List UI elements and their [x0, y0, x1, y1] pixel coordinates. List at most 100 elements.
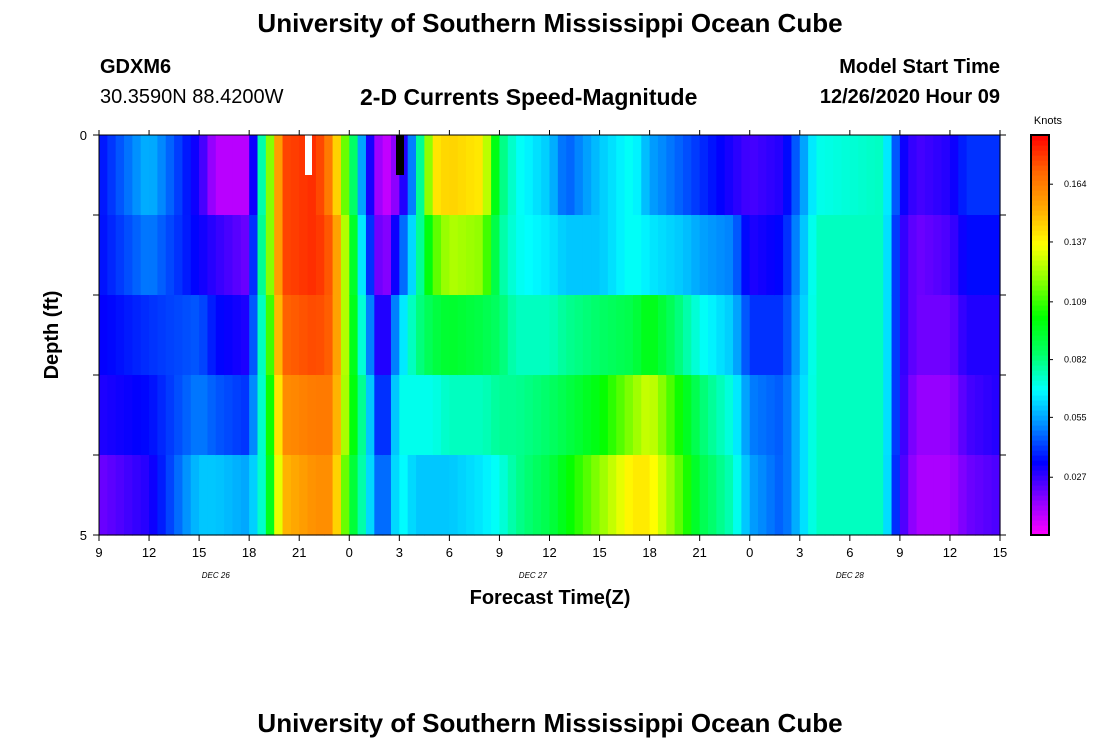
colorbar-segment: [1031, 485, 1049, 491]
heatmap-cell: [474, 215, 484, 296]
heatmap-cell: [741, 135, 751, 216]
heatmap-cell: [149, 295, 158, 376]
heatmap-cell: [924, 295, 934, 376]
heatmap-cell: [799, 215, 809, 296]
heatmap-cell: [783, 135, 793, 216]
chart-subtitle: 2-D Currents Speed-Magnitude: [360, 84, 698, 110]
heatmap-cell: [649, 295, 659, 376]
heatmap-cell: [908, 295, 918, 376]
heatmap-cell: [941, 295, 951, 376]
heatmap-cell: [282, 135, 292, 216]
heatmap-cell: [157, 295, 167, 376]
heatmap-cell: [941, 135, 951, 216]
heatmap-cell: [232, 455, 242, 536]
heatmap-cell: [949, 375, 959, 456]
heatmap-cell: [708, 135, 717, 216]
colorbar-segment: [1031, 165, 1049, 171]
heatmap-cell: [599, 135, 609, 216]
heatmap-cell: [916, 295, 926, 376]
heatmap-cell: [115, 375, 125, 456]
heatmap-cell: [574, 455, 584, 536]
heatmap-cell: [140, 295, 150, 376]
heatmap-cell: [365, 135, 375, 216]
colorbar-segment: [1031, 270, 1049, 276]
heatmap-cell: [641, 375, 651, 456]
heatmap-cell: [749, 375, 759, 456]
heatmap-cell: [382, 295, 392, 376]
heatmap-cell: [582, 135, 592, 216]
heatmap-cell: [199, 135, 209, 216]
heatmap-cell: [374, 135, 384, 216]
x-tick-label: 0: [746, 545, 753, 560]
heatmap-cell: [808, 375, 818, 456]
colorbar-segment: [1031, 255, 1049, 261]
heatmap-cell: [799, 455, 809, 536]
x-tick-label: 15: [993, 545, 1007, 560]
colorbar-segment: [1031, 175, 1049, 181]
heatmap-cell: [499, 375, 509, 456]
heatmap-cell: [649, 375, 659, 456]
heatmap-cell: [507, 135, 517, 216]
heatmap-cell: [507, 375, 517, 456]
heatmap-cell: [524, 375, 534, 456]
heatmap-cell: [641, 455, 651, 536]
x-axis-label: Forecast Time(Z): [470, 587, 631, 609]
heatmap-cell: [140, 375, 150, 456]
x-tick-label: 3: [396, 545, 403, 560]
colorbar-segment: [1031, 275, 1049, 281]
heatmap-cell: [507, 215, 517, 296]
model-start-label: Model Start Time: [839, 56, 1000, 78]
heatmap-cell: [616, 295, 626, 376]
colorbar-segment: [1031, 515, 1049, 521]
heatmap-cell: [424, 375, 434, 456]
heatmap-cell: [924, 135, 934, 216]
y-axis-label: Depth (ft): [41, 291, 63, 380]
heatmap-cell: [824, 135, 834, 216]
colorbar-segment: [1031, 365, 1049, 371]
colorbar-segment: [1031, 395, 1049, 401]
heatmap-cell: [115, 135, 125, 216]
heatmap-cell: [974, 295, 984, 376]
heatmap-cell: [215, 135, 225, 216]
heatmap-cell: [190, 295, 200, 376]
heatmap-cell: [983, 295, 993, 376]
colorbar-tick-label: 0.082: [1064, 355, 1087, 365]
heatmap-cell: [824, 455, 834, 536]
colorbar-segment: [1031, 265, 1049, 271]
heatmap-cell: [215, 375, 225, 456]
heatmap-cell: [766, 375, 776, 456]
heatmap-cell: [733, 295, 742, 376]
colorbar-frame: [1030, 134, 1050, 536]
heatmap-cell: [274, 215, 284, 296]
heatmap-cell: [941, 375, 951, 456]
heatmap-cell: [265, 375, 275, 456]
heatmap-cell: [666, 135, 676, 216]
heatmap-cell: [157, 375, 167, 456]
heatmap-cell: [407, 295, 417, 376]
heatmap-cell: [866, 215, 876, 296]
heatmap-cell: [933, 295, 943, 376]
heatmap-cell: [307, 135, 317, 216]
heatmap-cell: [874, 375, 884, 456]
heatmap-cell: [824, 215, 834, 296]
heatmap-cell: [474, 375, 484, 456]
heatmap-cell: [232, 375, 242, 456]
colorbar-title: Knots: [1034, 115, 1063, 127]
heatmap-cell: [324, 375, 334, 456]
model-start-value: 12/26/2020 Hour 09: [819, 86, 1000, 108]
heatmap-cell: [891, 215, 901, 296]
heatmap-cell: [724, 295, 734, 376]
heatmap-cell: [340, 135, 350, 216]
heatmap-cell: [199, 455, 209, 536]
colorbar-segment: [1031, 390, 1049, 396]
y-tick-label: 5: [80, 528, 87, 543]
heatmap-cell: [949, 295, 959, 376]
heatmap-cell: [224, 295, 234, 376]
heatmap-cell: [390, 135, 400, 216]
heatmap-cell: [974, 215, 984, 296]
heatmap-cell: [783, 215, 793, 296]
heatmap-cell: [457, 215, 467, 296]
heatmap-cell: [866, 295, 876, 376]
heatmap-cell: [874, 215, 884, 296]
